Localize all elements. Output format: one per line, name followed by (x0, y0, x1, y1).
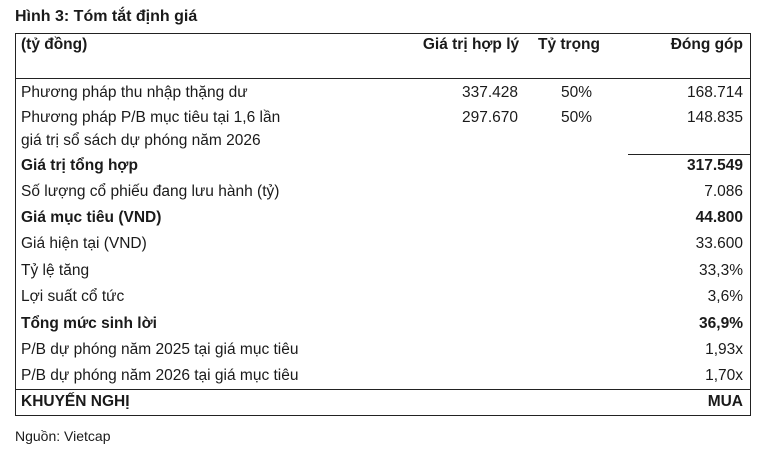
row-label: Giá trị tổng hợp (21, 157, 138, 174)
row-contribution: 317.549 (686, 157, 743, 174)
row-contribution: 33.600 (695, 235, 743, 252)
header-label: (tỷ đồng) (21, 36, 88, 53)
row-label: Giá mục tiêu (VND) (21, 209, 162, 226)
row-label: Tỷ lệ tăng (21, 262, 90, 279)
figure-title: Hình 3: Tóm tắt định giá (15, 8, 198, 25)
row-contribution: 7.086 (704, 183, 743, 200)
row-label-continued: giá trị sổ sách dự phóng năm 2026 (21, 132, 261, 149)
row-label: P/B dự phóng năm 2026 tại giá mục tiêu (21, 367, 299, 384)
row-contribution: 36,9% (699, 315, 743, 332)
table-header (16, 34, 750, 79)
row-contribution: 33,3% (699, 262, 743, 279)
row-value: 337.428 (461, 84, 518, 101)
header-fair-value: Giá trị hợp lý (422, 36, 520, 53)
row-contribution: 1,70x (705, 367, 743, 384)
row-label: Phương pháp thu nhập thặng dư (21, 84, 248, 101)
recommendation-divider (16, 389, 750, 390)
row-contribution: 168.714 (686, 84, 743, 101)
row-label: P/B dự phóng năm 2025 tại giá mục tiêu (21, 341, 299, 358)
row-weight: 50% (560, 109, 592, 126)
row-label: Phương pháp P/B mục tiêu tại 1,6 lần (21, 109, 281, 126)
row-contribution: 44.800 (695, 209, 743, 226)
row-label: Số lượng cổ phiếu đang lưu hành (tỷ) (21, 183, 280, 200)
row-contribution: 148.835 (686, 109, 743, 126)
row-value: 297.670 (461, 109, 518, 126)
row-label: Giá hiện tại (VND) (21, 235, 147, 252)
row-contribution: 3,6% (707, 288, 743, 305)
valuation-table: (tỷ đồng) Giá trị hợp lý Tỷ trọng Đóng g… (15, 33, 751, 416)
header-weight: Tỷ trọng (538, 36, 600, 53)
row-contribution: 1,93x (705, 341, 743, 358)
recommendation-label: KHUYẾN NGHỊ (21, 393, 130, 410)
row-label: Lợi suất cổ tức (21, 288, 125, 305)
subtotal-divider (628, 154, 750, 155)
recommendation-value: MUA (707, 393, 743, 410)
header-contribution: Đóng góp (670, 36, 743, 53)
source-note: Nguồn: Vietcap (15, 428, 111, 444)
row-weight: 50% (560, 84, 592, 101)
row-label: Tổng mức sinh lời (21, 315, 157, 332)
